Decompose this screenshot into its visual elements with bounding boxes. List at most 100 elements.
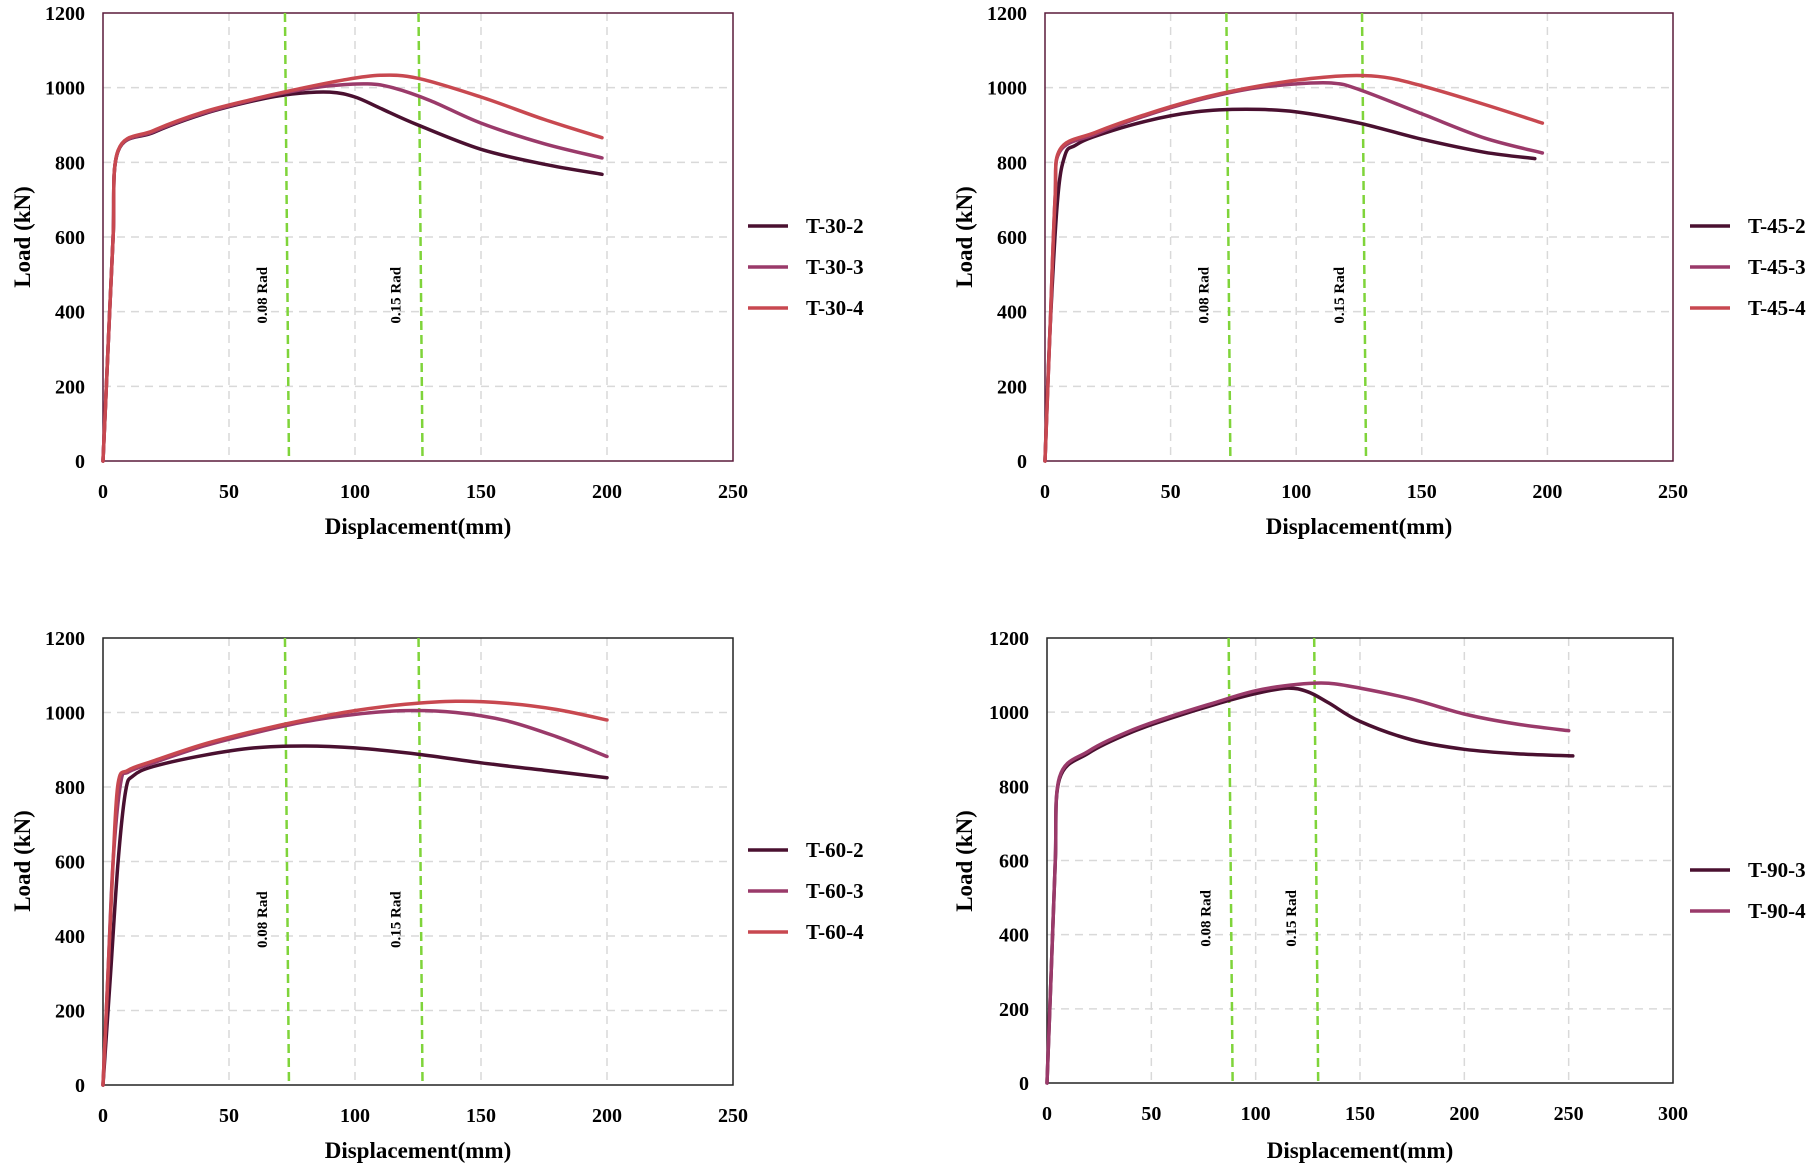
legend-label: T-45-2	[1748, 214, 1806, 238]
x-tick-label: 150	[466, 481, 496, 503]
x-tick-label: 100	[340, 1105, 370, 1127]
legend: T-90-3 T-90-4	[1690, 858, 1806, 923]
y-tick-label: 800	[55, 777, 85, 799]
plot-area	[102, 637, 734, 1086]
legend-label: T-45-3	[1748, 255, 1806, 279]
x-tick-label: 50	[1141, 1103, 1161, 1125]
x-tick-label: 200	[1449, 1103, 1479, 1125]
reference-line	[1227, 637, 1234, 1084]
y-tick-label: 400	[55, 302, 85, 324]
series-line-T-90-3	[1045, 686, 1575, 1085]
y-tick-label: 1200	[987, 3, 1027, 25]
chart-panel-1: 0 200 400 600 800 1000 1200 0 50 100 150 200 250 Disp…	[10, 3, 864, 539]
legend-label: T-30-4	[806, 296, 864, 320]
y-axis-title: Load (kN)	[10, 810, 35, 912]
y-tick-label: 400	[997, 302, 1027, 324]
chart-panel-3: 0 200 400 600 800 1000 1200 0 50 100 150 200 250 Disp…	[10, 628, 864, 1163]
series-line-T-60-2	[101, 744, 609, 1087]
x-tick-label: 150	[1345, 1103, 1375, 1125]
legend-label: T-30-2	[806, 214, 864, 238]
x-axis-title: Displacement(mm)	[325, 514, 512, 539]
y-tick-label: 0	[1017, 451, 1027, 473]
chart-panel-2: 0 200 400 600 800 1000 1200 0 50 100 150 200 250 Disp…	[952, 3, 1806, 539]
y-axis-title: Load (kN)	[952, 186, 977, 288]
y-tick-label: 800	[999, 776, 1029, 798]
y-tick-label: 600	[997, 227, 1027, 249]
x-tick-label: 100	[1241, 1103, 1271, 1125]
reference-line-label: 0.08 Rad	[1199, 889, 1215, 946]
x-tick-label: 0	[1042, 1103, 1052, 1125]
y-tick-label: 200	[997, 376, 1027, 398]
x-tick-label: 100	[1281, 481, 1311, 503]
y-tick-label: 200	[55, 1001, 85, 1023]
reference-line-label: 0.15 Rad	[1284, 889, 1300, 946]
y-tick-label: 0	[75, 1075, 85, 1097]
legend-label: T-90-3	[1748, 858, 1806, 882]
reference-line	[1225, 12, 1232, 462]
series-line-T-30-2	[101, 90, 604, 463]
y-tick-label: 1200	[45, 628, 85, 650]
chart-panel-4: 0 200 400 600 800 1000 1200 0 50 100 150 200 250 300 D…	[952, 628, 1806, 1163]
y-axis-title: Load (kN)	[952, 810, 977, 912]
legend: T-60-2 T-60-3 T-60-4	[748, 838, 864, 944]
x-tick-label: 300	[1658, 1103, 1688, 1125]
x-tick-label: 150	[1407, 481, 1437, 503]
reference-line	[417, 12, 424, 462]
x-tick-label: 50	[219, 481, 239, 503]
y-axis-title: Load (kN)	[10, 186, 35, 288]
series-line-T-30-4	[101, 73, 604, 463]
reference-line-label: 0.08 Rad	[255, 891, 271, 948]
y-tick-label: 200	[999, 999, 1029, 1021]
y-tick-label: 200	[55, 376, 85, 398]
x-axis-title: Displacement(mm)	[1266, 514, 1453, 539]
y-tick-label: 400	[999, 925, 1029, 947]
x-tick-label: 0	[1040, 481, 1050, 503]
reference-line	[1360, 12, 1368, 462]
y-tick-label: 0	[1019, 1073, 1029, 1095]
series-line-T-45-3	[1043, 81, 1545, 463]
legend: T-30-2 T-30-3 T-30-4	[748, 214, 864, 320]
x-tick-label: 0	[98, 1105, 108, 1127]
reference-line-label: 0.15 Rad	[1332, 266, 1348, 323]
reference-line-label: 0.08 Rad	[255, 266, 271, 323]
y-tick-label: 1200	[45, 3, 85, 25]
plot-area	[1044, 12, 1674, 462]
x-tick-label: 250	[1658, 481, 1688, 503]
legend: T-45-2 T-45-3 T-45-4	[1690, 214, 1806, 320]
x-tick-label: 200	[1532, 481, 1562, 503]
legend-label: T-45-4	[1748, 296, 1806, 320]
x-tick-label: 250	[718, 481, 748, 503]
reference-line	[283, 637, 291, 1086]
y-tick-label: 1000	[45, 703, 85, 725]
legend-label: T-60-4	[806, 920, 864, 944]
y-tick-label: 400	[55, 926, 85, 948]
x-tick-label: 200	[592, 1105, 622, 1127]
legend-label: T-60-2	[806, 838, 864, 862]
y-tick-label: 1000	[987, 78, 1027, 100]
x-tick-label: 50	[1161, 481, 1181, 503]
series-line-T-45-4	[1043, 73, 1545, 463]
x-tick-label: 200	[592, 481, 622, 503]
legend-label: T-30-3	[806, 255, 864, 279]
plot-area	[102, 12, 734, 462]
reference-line-label: 0.15 Rad	[389, 891, 405, 948]
reference-line	[283, 12, 291, 462]
x-tick-label: 50	[219, 1105, 239, 1127]
y-tick-label: 600	[55, 852, 85, 874]
y-tick-label: 600	[55, 227, 85, 249]
legend-label: T-90-4	[1748, 899, 1806, 923]
x-tick-label: 150	[466, 1105, 496, 1127]
y-tick-label: 1200	[989, 628, 1029, 650]
reference-line	[1312, 637, 1320, 1084]
legend-label: T-60-3	[806, 879, 864, 903]
y-tick-label: 1000	[45, 78, 85, 100]
x-tick-label: 100	[340, 481, 370, 503]
reference-line-label: 0.08 Rad	[1196, 266, 1212, 323]
reference-line	[417, 637, 424, 1086]
y-tick-label: 800	[55, 152, 85, 174]
series-line-T-30-3	[101, 82, 604, 463]
reference-line-label: 0.15 Rad	[389, 266, 405, 323]
series-line-T-60-4	[101, 699, 609, 1087]
x-axis-title: Displacement(mm)	[325, 1138, 512, 1163]
